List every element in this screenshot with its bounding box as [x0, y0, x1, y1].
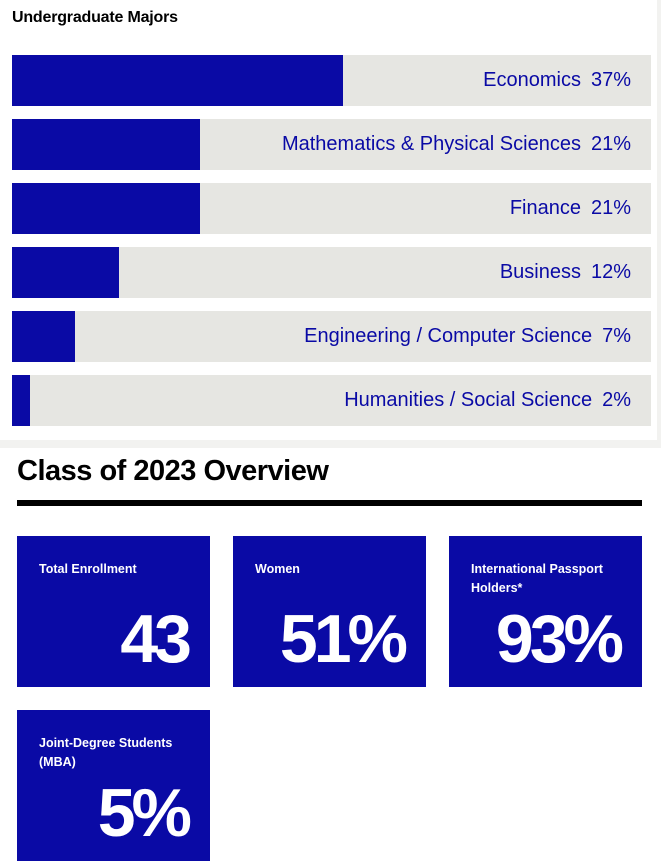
bar-label: Mathematics & Physical Sciences 21%: [282, 119, 631, 170]
stat-value: 5%: [97, 775, 192, 851]
bar-row: Humanities / Social Science 2%: [12, 375, 651, 426]
value-label: 7%: [602, 325, 631, 347]
category-label: Business: [499, 261, 581, 283]
bar-label: Finance 21%: [510, 183, 631, 234]
stat-card-joint-degree: Joint-Degree Students (MBA) 5%: [17, 710, 210, 861]
bar: [12, 247, 119, 298]
stat-card-women: Women 51%: [233, 536, 426, 687]
stat-card-total-enrollment: Total Enrollment 43: [17, 536, 210, 687]
bar-label: Engineering / Computer Science 7%: [304, 311, 631, 362]
stat-label: Joint-Degree Students (MBA): [39, 736, 173, 769]
stat-label: International Passport Holders*: [471, 562, 603, 595]
bar-label: Humanities / Social Science 2%: [344, 375, 631, 426]
value-label: 37%: [590, 69, 631, 91]
overview-title: Class of 2023 Overview: [17, 455, 329, 487]
bar-row: Engineering / Computer Science 7%: [12, 311, 651, 362]
category-label: Finance: [509, 197, 581, 219]
value-label: 12%: [590, 261, 631, 283]
bar: [12, 55, 343, 106]
value-label: 2%: [602, 389, 631, 411]
category-label: Mathematics & Physical Sciences: [281, 133, 581, 155]
chart-title: Undergraduate Majors: [12, 9, 178, 26]
bar-row: Business 12%: [12, 247, 651, 298]
value-label: 21%: [590, 197, 631, 219]
category-label: Economics: [483, 69, 581, 91]
category-label: Humanities / Social Science: [344, 389, 593, 411]
bar-row: Economics 37%: [12, 55, 651, 106]
bar-label: Economics 37%: [483, 55, 631, 106]
bar-row: Mathematics & Physical Sciences 21%: [12, 119, 651, 170]
stat-value: 93%: [495, 601, 624, 677]
stat-label: Total Enrollment: [39, 562, 137, 576]
bar: [12, 311, 75, 362]
bar-row: Finance 21%: [12, 183, 651, 234]
stat-label: Women: [255, 562, 300, 576]
bar-label: Business 12%: [500, 247, 631, 298]
stat-value: 51%: [279, 601, 408, 677]
category-label: Engineering / Computer Science: [304, 325, 593, 347]
stat-card-international: International Passport Holders* 93%: [449, 536, 642, 687]
bar: [12, 183, 200, 234]
value-label: 21%: [590, 133, 631, 155]
bar: [12, 375, 30, 426]
title-divider: [17, 500, 642, 506]
bar: [12, 119, 200, 170]
stat-value: 43: [120, 601, 192, 677]
